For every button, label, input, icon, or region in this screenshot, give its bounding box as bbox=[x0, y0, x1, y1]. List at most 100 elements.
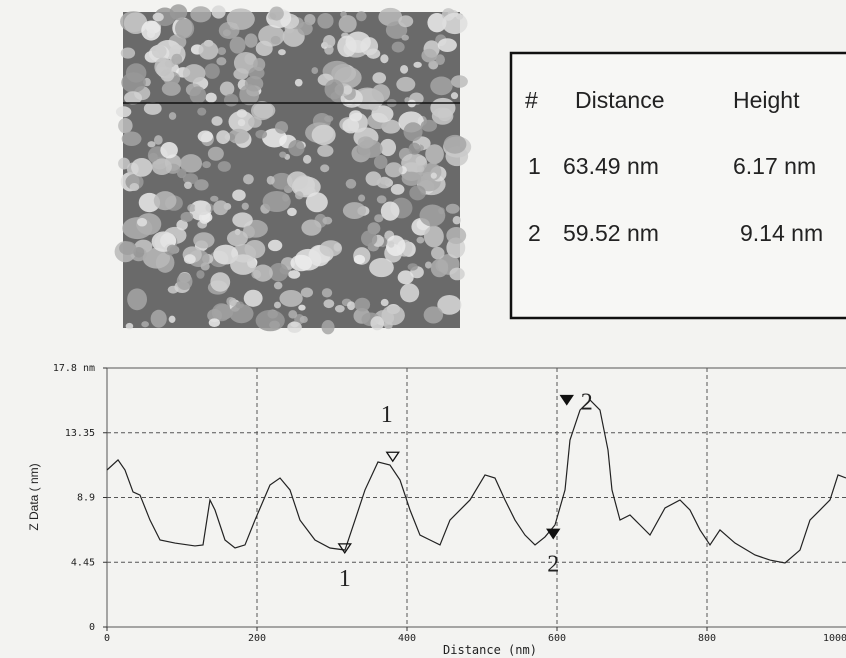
marker-label: 2 bbox=[581, 389, 593, 415]
afm-grain bbox=[417, 237, 425, 244]
afm-grain bbox=[335, 305, 345, 312]
x-tick-label: 400 bbox=[398, 633, 416, 644]
page: # Distance Height 1 63.49 nm 6.17 nm 2 5… bbox=[0, 0, 846, 658]
x-tick-label: 200 bbox=[248, 633, 266, 644]
profile-line bbox=[107, 400, 846, 563]
afm-grain bbox=[347, 301, 355, 310]
marker-label: 1 bbox=[381, 402, 393, 428]
afm-grain bbox=[122, 131, 142, 146]
afm-grain bbox=[297, 22, 312, 35]
afm-grain bbox=[317, 13, 333, 29]
afm-grain bbox=[374, 155, 388, 169]
afm-grain bbox=[345, 32, 370, 53]
afm-grain bbox=[287, 208, 297, 216]
table-cell: 2 bbox=[528, 220, 541, 246]
afm-grain bbox=[184, 182, 192, 189]
afm-grain bbox=[287, 322, 302, 333]
afm-grain bbox=[358, 136, 374, 148]
afm-grain bbox=[301, 287, 313, 297]
afm-grain bbox=[431, 247, 444, 259]
afm-grain bbox=[372, 72, 386, 84]
afm-grain bbox=[324, 115, 333, 122]
afm-grain bbox=[403, 122, 422, 141]
afm-grain bbox=[275, 121, 288, 134]
afm-grain bbox=[346, 179, 357, 189]
afm-grain bbox=[355, 298, 371, 312]
afm-grain bbox=[339, 15, 357, 33]
afm-grain bbox=[323, 35, 335, 48]
afm-grain bbox=[322, 320, 335, 334]
afm-grain bbox=[322, 288, 332, 297]
afm-grain bbox=[211, 116, 222, 126]
afm-grain bbox=[263, 191, 291, 212]
afm-grain bbox=[217, 47, 226, 55]
afm-grain bbox=[409, 185, 426, 200]
afm-grain bbox=[287, 171, 308, 189]
afm-grain bbox=[451, 75, 468, 88]
x-tick-label: 1000 nm bbox=[823, 633, 846, 644]
afm-grain bbox=[183, 64, 206, 83]
x-tick-label: 0 bbox=[104, 633, 110, 644]
afm-grain bbox=[153, 13, 164, 22]
afm-grain bbox=[288, 270, 300, 279]
afm-grain bbox=[408, 263, 418, 270]
afm-grain bbox=[369, 100, 379, 111]
afm-grain bbox=[242, 203, 249, 210]
afm-grain bbox=[204, 63, 219, 79]
y-tick-label: 17.8 nm bbox=[53, 363, 95, 374]
afm-grain bbox=[424, 306, 443, 323]
afm-grain bbox=[216, 57, 226, 65]
afm-image bbox=[115, 4, 472, 334]
afm-grain bbox=[369, 258, 394, 277]
afm-grain bbox=[325, 79, 344, 99]
afm-grain bbox=[295, 191, 303, 199]
afm-grain bbox=[303, 155, 311, 164]
afm-grain bbox=[169, 112, 176, 120]
table-header: # bbox=[525, 87, 538, 113]
afm-grain bbox=[268, 240, 282, 251]
afm-grain bbox=[152, 44, 167, 58]
afm-grain bbox=[306, 192, 328, 212]
afm-grain bbox=[116, 106, 131, 117]
afm-grain bbox=[417, 165, 425, 172]
afm-grain bbox=[227, 230, 248, 246]
afm-grain bbox=[121, 47, 135, 58]
afm-grain bbox=[190, 86, 207, 103]
afm-grain bbox=[175, 18, 194, 38]
afm-grain bbox=[322, 217, 332, 225]
afm-grain bbox=[127, 288, 147, 310]
afm-grain bbox=[154, 58, 172, 77]
afm-grain bbox=[184, 254, 196, 264]
cursor-marker bbox=[387, 452, 399, 461]
afm-grain bbox=[312, 125, 336, 145]
cursor-marker bbox=[561, 395, 573, 404]
afm-grain bbox=[430, 76, 452, 95]
afm-grain bbox=[122, 217, 152, 239]
afm-grain bbox=[274, 302, 281, 309]
afm-grain bbox=[202, 161, 211, 168]
afm-grain bbox=[343, 202, 366, 219]
afm-grain bbox=[230, 37, 246, 54]
afm-grain bbox=[288, 310, 297, 318]
afm-grain bbox=[424, 226, 444, 248]
afm-grain bbox=[317, 145, 333, 157]
marker-label: 1 bbox=[339, 566, 351, 592]
afm-grain bbox=[323, 299, 334, 308]
afm-grain bbox=[320, 164, 329, 172]
afm-grain bbox=[381, 202, 400, 221]
afm-grain bbox=[358, 195, 365, 202]
afm-grain bbox=[210, 196, 218, 202]
afm-grain bbox=[451, 92, 458, 99]
x-axis-label: Distance (nm) bbox=[443, 643, 537, 657]
afm-grain bbox=[141, 321, 149, 327]
afm-grain bbox=[229, 304, 253, 323]
afm-grain bbox=[381, 305, 404, 325]
afm-grain bbox=[160, 142, 178, 158]
afm-grain bbox=[290, 255, 312, 272]
afm-grain bbox=[453, 216, 461, 224]
afm-grain bbox=[154, 191, 177, 210]
afm-grain bbox=[301, 219, 321, 235]
afm-grain bbox=[446, 204, 460, 214]
afm-grain bbox=[274, 282, 283, 290]
afm-grain bbox=[201, 262, 210, 270]
